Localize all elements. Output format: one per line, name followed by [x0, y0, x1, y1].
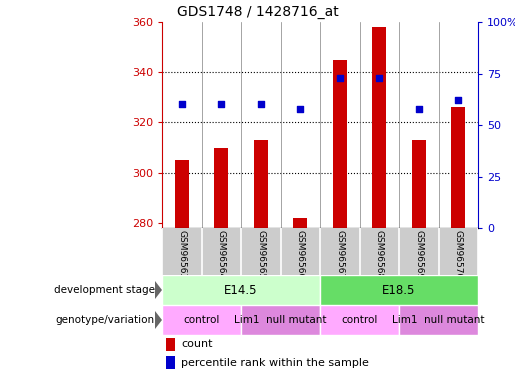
Text: GSM96568: GSM96568 — [375, 230, 384, 280]
Text: control: control — [183, 315, 220, 325]
Text: count: count — [181, 339, 213, 350]
Bar — [166, 356, 175, 369]
Text: GSM96565: GSM96565 — [256, 230, 265, 280]
Bar — [241, 305, 320, 335]
Point — [454, 97, 462, 103]
Text: GSM96567: GSM96567 — [335, 230, 344, 280]
Text: GDS1748 / 1428716_at: GDS1748 / 1428716_at — [177, 5, 338, 19]
Text: Lim1  null mutant: Lim1 null mutant — [392, 315, 485, 325]
Bar — [254, 140, 268, 228]
Bar — [175, 160, 188, 228]
Polygon shape — [155, 281, 162, 299]
Text: control: control — [341, 315, 377, 325]
Polygon shape — [155, 311, 162, 329]
Point — [375, 75, 383, 81]
Point — [336, 75, 344, 81]
Point — [178, 101, 186, 107]
Bar — [333, 60, 347, 228]
Bar — [162, 275, 320, 305]
Text: development stage: development stage — [54, 285, 155, 295]
Text: GSM96564: GSM96564 — [217, 230, 226, 279]
Bar — [294, 218, 307, 228]
Bar — [166, 338, 175, 351]
Text: genotype/variation: genotype/variation — [56, 315, 155, 325]
Bar — [320, 305, 399, 335]
Point — [256, 101, 265, 107]
Text: E18.5: E18.5 — [382, 284, 416, 297]
Text: GSM96566: GSM96566 — [296, 230, 305, 280]
Text: GSM96570: GSM96570 — [454, 230, 463, 280]
Point — [217, 101, 226, 107]
Text: percentile rank within the sample: percentile rank within the sample — [181, 357, 369, 368]
Bar — [162, 305, 241, 335]
Bar — [412, 140, 426, 228]
Bar — [320, 275, 478, 305]
Bar — [372, 27, 386, 228]
Bar — [214, 148, 228, 228]
Bar — [451, 107, 465, 228]
Text: GSM96563: GSM96563 — [177, 230, 186, 280]
Text: Lim1  null mutant: Lim1 null mutant — [234, 315, 327, 325]
Text: E14.5: E14.5 — [224, 284, 258, 297]
Point — [296, 105, 304, 111]
Point — [415, 105, 423, 111]
Text: GSM96569: GSM96569 — [414, 230, 423, 280]
Bar — [399, 305, 478, 335]
